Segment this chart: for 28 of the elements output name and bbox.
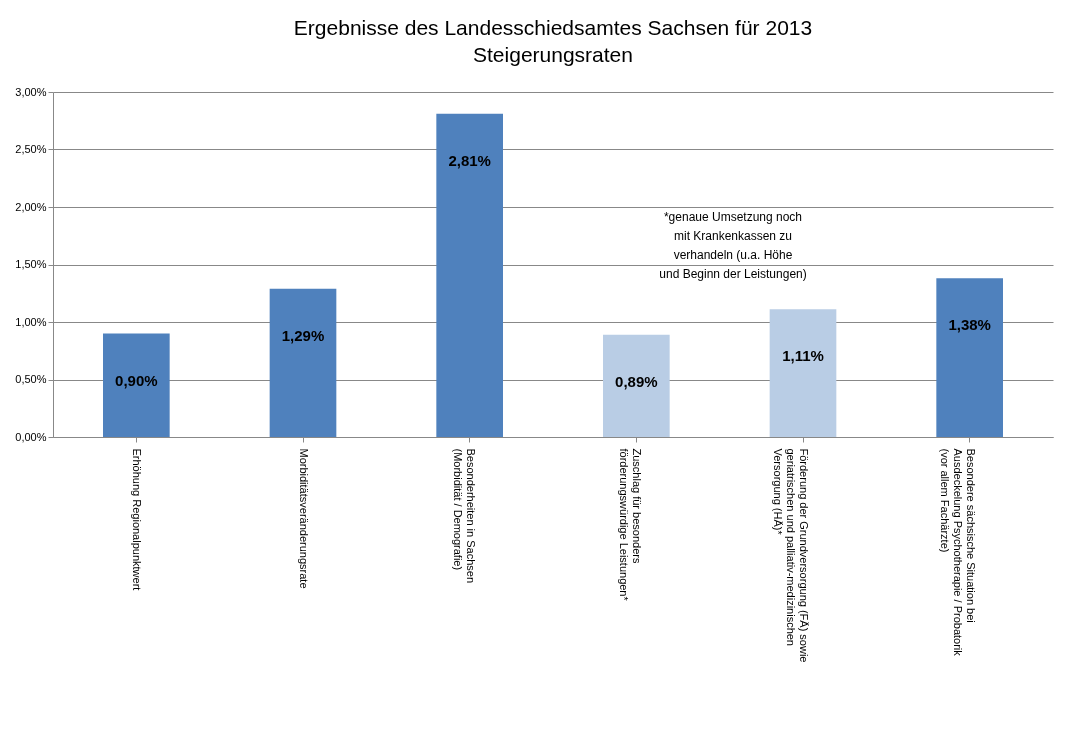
bar bbox=[436, 113, 503, 437]
y-tick-label: 1,50% bbox=[15, 258, 47, 270]
x-tick-label: Morbiditätsveränderungsrate bbox=[298, 448, 310, 589]
y-tick-label: 2,50% bbox=[15, 143, 47, 155]
bar bbox=[936, 278, 1003, 437]
data-label: 0,89% bbox=[615, 372, 658, 390]
bar bbox=[103, 333, 170, 437]
data-label: 2,81% bbox=[448, 151, 491, 169]
data-label: 0,90% bbox=[115, 371, 158, 389]
x-tick-label: Förderung der Grundversorgung (FÄ) sowie geriatrischen und palliativ-medizinischen Versorgung (HÄ)* bbox=[772, 448, 810, 663]
chart-subtitle: Steigerungsraten bbox=[473, 43, 633, 66]
bar bbox=[269, 288, 337, 437]
data-label: 1,29% bbox=[281, 326, 325, 344]
x-tick-label: Besonderheiten in Sachsen (Morbidität / Demografie) bbox=[451, 448, 477, 584]
x-tick-label: Zuschlag für besonders förderungswürdige Leistungen* bbox=[618, 448, 644, 602]
y-tick-label: 3,00% bbox=[15, 85, 47, 98]
x-tick-label: Besondere sächsische Situation bei Ausdeckelung Psychotherapie / Probatorik (vor allem Fachärzte) bbox=[938, 448, 977, 657]
y-tick-label: 0,00% bbox=[15, 430, 47, 443]
annotation: *genaue Umsetzung noch mit Krankenkassen zu verhandeln (u.a. Höhe und Beginn der Leistungen) bbox=[659, 210, 807, 281]
chart-title: Ergebnisse des Landesschiedsamtes Sachsen für 2013 bbox=[293, 16, 813, 39]
y-tick-label: 0,50% bbox=[15, 373, 47, 385]
data-label: 1,11% bbox=[782, 347, 824, 365]
x-tick-label: Erhöhung Regionalpunktwert bbox=[131, 448, 144, 591]
data-label: 1,38% bbox=[948, 316, 991, 334]
y-tick-label: 1,00% bbox=[15, 315, 47, 328]
y-tick-label: 2,00% bbox=[15, 200, 47, 213]
bar bbox=[769, 309, 837, 437]
bar bbox=[603, 334, 670, 437]
